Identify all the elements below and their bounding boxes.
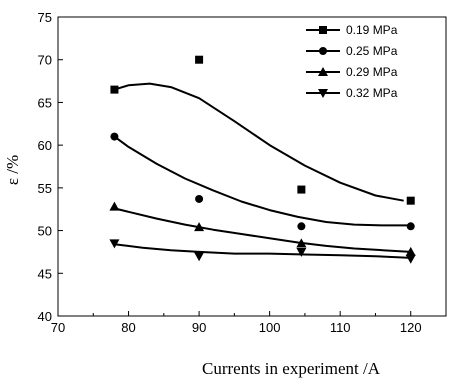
data-point-series-1 bbox=[406, 196, 415, 205]
legend-label: 0.32 MPa bbox=[346, 86, 398, 100]
data-point-series-2 bbox=[297, 222, 306, 231]
legend-entry-3: 0.29 MPa bbox=[306, 65, 398, 79]
fit-line-series-4 bbox=[114, 243, 411, 259]
data-point-series-3 bbox=[296, 238, 307, 248]
x-tick-label: 90 bbox=[192, 320, 206, 335]
legend-label: 0.19 MPa bbox=[346, 23, 398, 37]
legend-entry-2: 0.25 MPa bbox=[306, 44, 398, 58]
legend-label: 0.29 MPa bbox=[346, 65, 398, 79]
fit-line-series-2 bbox=[113, 135, 411, 227]
data-point-series-4 bbox=[296, 247, 307, 257]
legend-entry-4: 0.32 MPa bbox=[306, 86, 398, 100]
data-point-series-1 bbox=[195, 55, 204, 64]
y-axis-label: ε /% bbox=[3, 155, 22, 185]
y-tick-label: 50 bbox=[38, 224, 52, 239]
data-markers bbox=[109, 55, 416, 264]
x-tick-label: 80 bbox=[121, 320, 135, 335]
x-axis-label: Currents in experiment /A bbox=[202, 359, 381, 378]
data-point-series-2 bbox=[406, 222, 415, 231]
data-point-series-2 bbox=[110, 132, 119, 141]
data-point-series-3 bbox=[194, 222, 205, 232]
y-tick-label: 60 bbox=[38, 138, 52, 153]
fit-line-series-3 bbox=[114, 207, 411, 253]
data-point-series-3 bbox=[109, 201, 120, 211]
y-tick-label: 75 bbox=[38, 10, 52, 25]
data-point-series-4 bbox=[109, 239, 120, 249]
legend-marker bbox=[319, 47, 327, 55]
legend: 0.19 MPa 0.25 MPa 0.29 MPa 0.32 MPa bbox=[306, 23, 398, 100]
y-tick-label: 55 bbox=[38, 181, 52, 196]
y-tick-label: 45 bbox=[38, 266, 52, 281]
data-point-series-1 bbox=[110, 85, 119, 94]
data-point-series-4 bbox=[194, 252, 205, 262]
x-tick-label: 70 bbox=[51, 320, 65, 335]
fit-line-series-1 bbox=[114, 82, 404, 202]
y-tick-label: 70 bbox=[38, 53, 52, 68]
x-tick-label: 100 bbox=[259, 320, 281, 335]
data-point-series-1 bbox=[297, 185, 306, 194]
y-tick-label: 65 bbox=[38, 95, 52, 110]
data-point-series-4 bbox=[405, 254, 416, 264]
legend-marker bbox=[318, 89, 328, 98]
data-point-series-2 bbox=[195, 194, 204, 203]
legend-label: 0.25 MPa bbox=[346, 44, 398, 58]
x-tick-label: 110 bbox=[330, 320, 351, 335]
legend-marker bbox=[318, 67, 328, 76]
axes: 70 80 90 100 110 120 40 45 50 55 60 65 70 75 bbox=[38, 10, 447, 335]
legend-entry-1: 0.19 MPa bbox=[306, 23, 398, 37]
legend-marker bbox=[319, 26, 327, 34]
x-tick-label: 120 bbox=[400, 320, 422, 335]
fit-lines bbox=[113, 82, 411, 259]
plot-frame bbox=[57, 16, 447, 317]
data-point-series-3 bbox=[405, 246, 416, 256]
y-tick-label: 40 bbox=[38, 309, 52, 324]
